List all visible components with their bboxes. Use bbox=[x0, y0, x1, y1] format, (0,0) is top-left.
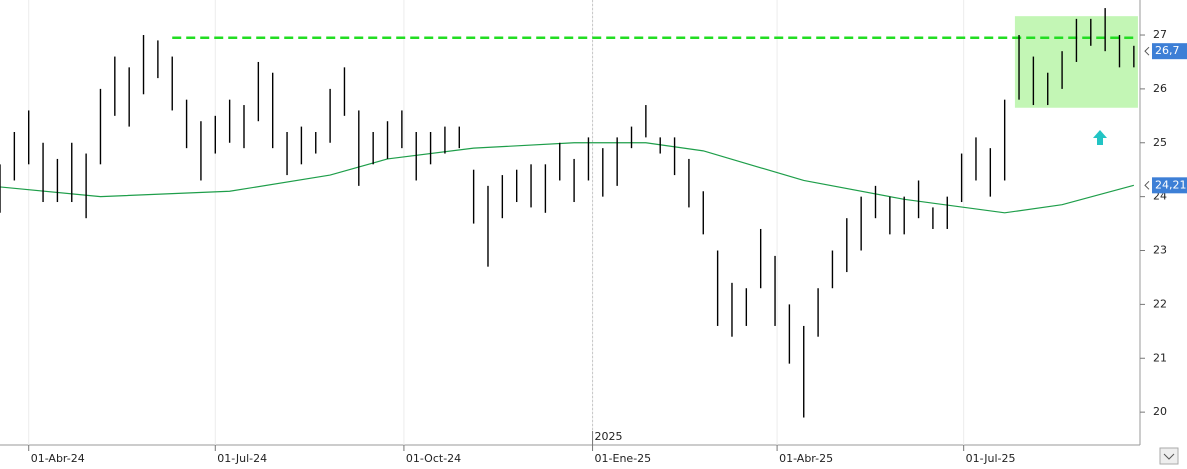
price-tag-label: 24,21 bbox=[1155, 178, 1187, 191]
year-label: 2025 bbox=[595, 430, 623, 443]
price-pointer bbox=[1144, 180, 1150, 190]
y-tick-label: 21 bbox=[1153, 351, 1167, 364]
price-tag-label: 26,7 bbox=[1155, 44, 1180, 57]
y-tick-label: 20 bbox=[1153, 405, 1167, 418]
options-chevron bbox=[1163, 453, 1175, 460]
price-tag bbox=[1152, 177, 1187, 194]
y-tick-label: 27 bbox=[1153, 28, 1167, 41]
x-tick-label: 01-Jul-24 bbox=[217, 452, 267, 465]
y-tick-label: 22 bbox=[1153, 297, 1167, 310]
x-tick-label: 01-Ene-25 bbox=[595, 452, 652, 465]
x-tick-label: 01-Jul-25 bbox=[966, 452, 1016, 465]
y-tick-label: 25 bbox=[1153, 136, 1167, 149]
plot bbox=[0, 0, 1138, 445]
arrow-icon bbox=[1093, 130, 1107, 145]
x-tick-label: 01-Abr-24 bbox=[31, 452, 85, 465]
price-tag bbox=[1152, 43, 1187, 60]
price-pointer bbox=[1144, 46, 1150, 56]
moving-average bbox=[0, 142, 1135, 214]
x-tick-label: 01-Abr-25 bbox=[779, 452, 833, 465]
options-button[interactable] bbox=[1159, 447, 1179, 465]
y-tick-label: 23 bbox=[1153, 244, 1167, 257]
x-tick-label: 01-Oct-24 bbox=[406, 452, 461, 465]
y-tick-label: 26 bbox=[1153, 82, 1167, 95]
up-arrow bbox=[1093, 130, 1107, 145]
